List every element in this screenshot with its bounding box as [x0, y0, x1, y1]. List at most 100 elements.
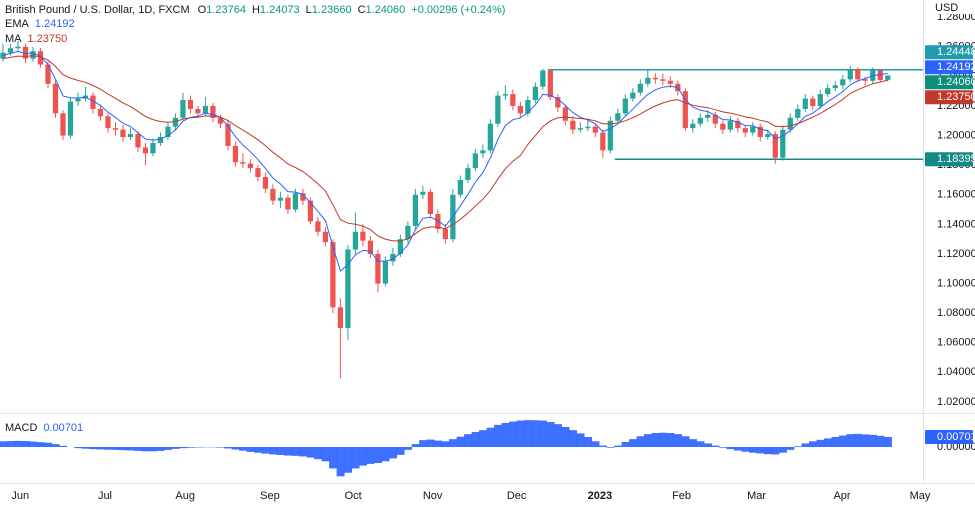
macd-area [314, 447, 323, 460]
candle-body [802, 98, 808, 109]
y-tick-label: 1.10000 [937, 277, 975, 289]
candle-body [780, 129, 786, 158]
candle-body [7, 48, 14, 53]
macd-area [336, 447, 345, 477]
macd-area [74, 447, 83, 449]
macd-area [554, 424, 562, 447]
series-name: MA [5, 33, 22, 45]
candle-body [270, 188, 276, 201]
y-tick-label: 1.02000 [937, 396, 975, 408]
series-legend: EMA 1.24192 [5, 18, 75, 30]
candle-body [172, 117, 179, 127]
series-value: 1.23750 [28, 33, 68, 45]
candle-body [345, 249, 351, 328]
macd-area [59, 445, 68, 447]
candle-body [757, 126, 763, 138]
candle-body [480, 150, 486, 154]
candle-body [810, 98, 816, 106]
candle-body [502, 94, 508, 96]
macd-area [36, 442, 45, 447]
y-tick-label: 1.20000 [937, 129, 975, 141]
series-name: EMA [5, 18, 30, 30]
macd-area [801, 443, 810, 447]
candle-body [487, 123, 493, 151]
candle-body [0, 52, 6, 59]
macd-area [81, 447, 90, 449]
candle-body [727, 120, 733, 130]
macd-area [621, 442, 630, 447]
candle-body [232, 145, 239, 163]
macd-area [711, 445, 720, 447]
x-tick-label: Aug [175, 490, 195, 502]
x-tick-label: Mar [747, 490, 766, 502]
macd-area [456, 436, 465, 447]
macd-area [524, 420, 533, 447]
macd-area [591, 441, 600, 447]
macd-area [546, 422, 555, 447]
candle-body [465, 168, 471, 180]
candle-body [532, 86, 538, 101]
macd-area [411, 444, 420, 447]
candle-body [592, 126, 598, 133]
macd-area [569, 430, 577, 447]
candle-body [75, 98, 81, 102]
macd-area [254, 447, 263, 453]
macd-area [419, 440, 428, 447]
macd-area [479, 430, 488, 447]
candle-body [210, 105, 216, 118]
macd-area [884, 436, 892, 447]
candle-body [735, 120, 741, 129]
macd-area [126, 447, 135, 451]
candle-body [510, 94, 516, 106]
macd-area [846, 434, 855, 447]
candle-body [382, 261, 389, 284]
candle-body [15, 46, 21, 49]
macd-area [576, 433, 585, 447]
macd-area [29, 441, 38, 447]
candle-body [817, 94, 823, 106]
candle-body [352, 231, 359, 250]
macd-area [351, 447, 360, 469]
candle-body [690, 123, 696, 129]
candle-body [705, 114, 711, 118]
macd-area [666, 433, 675, 447]
candle-body [135, 134, 141, 148]
macd-area [224, 447, 233, 449]
macd-area [734, 447, 742, 451]
macd-area [464, 434, 473, 447]
candle-body [742, 128, 748, 133]
series-value: 1.24192 [35, 18, 75, 30]
candle-body [412, 194, 419, 226]
candle-body [120, 129, 126, 138]
candle-body [367, 240, 374, 254]
candle-body [645, 77, 651, 84]
x-tick-label: Dec [507, 490, 527, 502]
indicator-line [2, 55, 888, 242]
macd-area [329, 447, 338, 469]
candle-body [825, 88, 831, 95]
candle-body [427, 191, 434, 214]
candle-body [847, 68, 853, 80]
candle-body [360, 231, 366, 241]
macd-area [831, 437, 840, 447]
macd-area [164, 447, 173, 450]
candle-body [52, 83, 59, 114]
macd-area [239, 447, 248, 451]
candle-body [240, 162, 246, 164]
macd-area [89, 447, 98, 450]
y-tick-label: 1.28000 [937, 11, 975, 23]
quote-key: O [198, 4, 207, 16]
macd-area [51, 444, 60, 447]
price-box-label: 1.18395 [937, 153, 975, 165]
macd-area [704, 443, 712, 447]
candle-body [307, 200, 314, 222]
chart-title: British Pound / U.S. Dollar, 1D, FXCM [5, 4, 190, 16]
macd-area [726, 447, 735, 450]
series-legend: MA 1.23750 [5, 33, 67, 45]
macd-area [756, 447, 765, 454]
candle-body [285, 197, 291, 210]
macd-area [6, 441, 15, 447]
macd-area [261, 447, 270, 454]
quote-key: H [252, 4, 260, 16]
